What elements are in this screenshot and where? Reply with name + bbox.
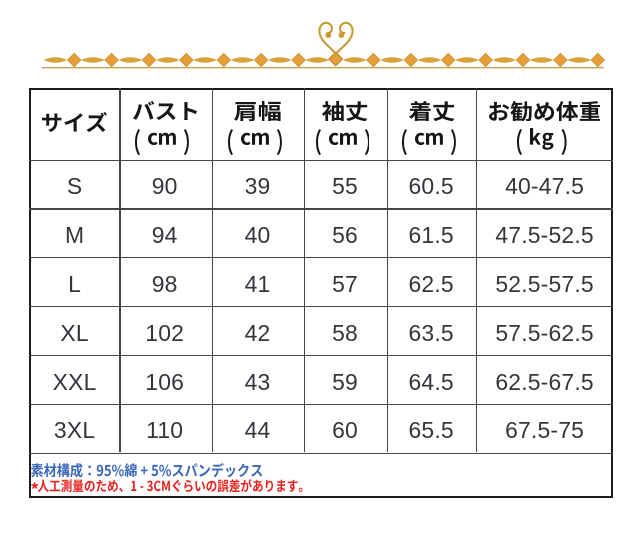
cell-sleeve-row3: 58 — [332, 319, 358, 346]
cell-bust-row4: 106 — [145, 368, 185, 395]
ornament-baseline — [42, 66, 604, 69]
note-material-text — [30, 462, 263, 478]
cell-shoulder-row0: 39 — [244, 173, 271, 200]
hdr-weight-text — [488, 100, 601, 122]
table-frame — [28, 87, 613, 499]
cell-bust-row0: 90 — [151, 173, 178, 200]
cell-weight-row4: 62.5-67.5 — [495, 368, 594, 395]
table-row-line — [28, 354, 613, 357]
cell-size-row4: XXL — [52, 368, 97, 395]
note-tolerance-text — [31, 479, 303, 493]
unit-cm-4-text — [401, 128, 456, 155]
cell-bust-row3: 102 — [145, 319, 185, 346]
cell-size-row2: L — [68, 270, 82, 297]
cell-bust-row2: 98 — [151, 270, 178, 297]
cell-weight-row0: 40-47.5 — [505, 173, 585, 200]
cell-sleeve-row0: 55 — [332, 173, 358, 200]
table-column-line — [476, 87, 478, 453]
unit-cm-1-text — [135, 128, 190, 155]
cell-shoulder-row2: 41 — [244, 270, 271, 297]
cell-weight-row5: 67.5-75 — [505, 417, 585, 444]
cell-shoulder-row3: 42 — [244, 319, 271, 346]
cell-length-row3: 63.5 — [408, 319, 454, 346]
cell-length-row1: 61.5 — [408, 222, 454, 249]
hdr-length-text — [408, 100, 454, 121]
unit-kg-5-text — [517, 127, 567, 155]
table-row-line — [28, 257, 613, 259]
table-column-line — [211, 87, 213, 453]
heart-dot-right — [338, 32, 345, 38]
cell-sleeve-row5: 60 — [332, 417, 358, 444]
cell-sleeve-row2: 57 — [332, 270, 358, 297]
hdr-size-text — [42, 112, 107, 133]
table-row-line — [28, 452, 613, 454]
cell-shoulder-row1: 40 — [244, 222, 271, 249]
cell-length-row2: 62.5 — [408, 270, 454, 297]
table-column-line — [303, 87, 305, 453]
table-row-line — [28, 159, 613, 161]
table-row-line — [28, 208, 613, 210]
ornament-chain — [43, 51, 606, 68]
cell-size-row5: 3XL — [53, 417, 96, 444]
cell-weight-row2: 52.5-57.5 — [495, 270, 594, 297]
cell-shoulder-row5: 44 — [244, 417, 271, 444]
ornament-heart — [318, 21, 354, 55]
cell-size-row1: M — [64, 222, 85, 249]
unit-cm-3-text — [315, 128, 370, 155]
cell-length-row5: 65.5 — [408, 417, 454, 444]
cell-sleeve-row4: 59 — [332, 368, 358, 395]
top-ornament — [42, 21, 606, 69]
hdr-bust-text — [132, 101, 197, 121]
cell-shoulder-row4: 43 — [244, 368, 271, 395]
table-row-line — [28, 403, 613, 405]
cell-bust-row5: 110 — [146, 417, 184, 444]
cell-sleeve-row1: 56 — [332, 222, 358, 249]
table-column-line — [119, 87, 121, 453]
cell-weight-row1: 47.5-52.5 — [495, 222, 594, 249]
table-column-line — [386, 87, 388, 453]
hdr-sleeve-text — [322, 100, 368, 121]
cell-length-row0: 60.5 — [408, 173, 454, 200]
unit-cm-2-text — [228, 128, 282, 155]
cell-weight-row3: 57.5-62.5 — [495, 319, 594, 346]
hdr-shoulder-text — [234, 100, 281, 121]
table-row-line — [28, 306, 613, 308]
cell-size-row3: XL — [60, 319, 89, 346]
heart-dot-left — [325, 32, 332, 38]
cell-bust-row1: 94 — [151, 222, 178, 249]
cell-size-row0: S — [66, 173, 83, 200]
cell-length-row4: 64.5 — [408, 368, 454, 395]
